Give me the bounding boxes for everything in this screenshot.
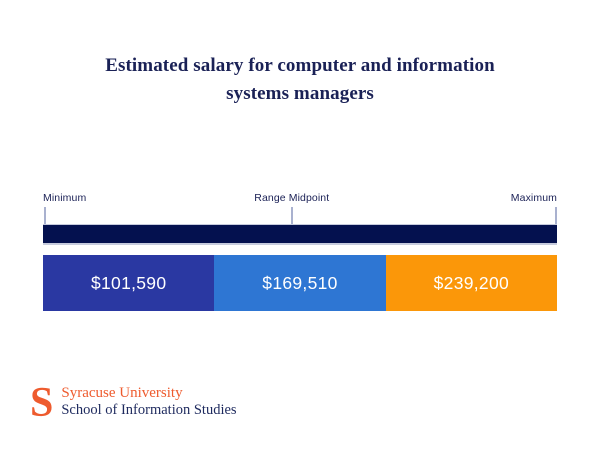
- segment-midpoint: $169,510: [214, 255, 386, 311]
- axis-label-midpoint: Range Midpoint: [254, 192, 330, 204]
- salary-range-chart: Minimum Range Midpoint Maximum $101,590 …: [43, 192, 557, 311]
- value-minimum: $101,590: [90, 272, 167, 293]
- logo-university-name: Syracuse University: [61, 385, 183, 401]
- axis-label-minimum: Minimum: [43, 192, 87, 204]
- block-s-logo-icon: S: [30, 380, 54, 426]
- axis-labels: Minimum Range Midpoint Maximum: [43, 192, 557, 205]
- logo-text: Syracuse University School of Informatio…: [61, 385, 236, 418]
- salary-range-bar: [43, 224, 557, 245]
- tick-maximum: [555, 207, 557, 224]
- logo-school-name: School of Information Studies: [61, 401, 237, 418]
- tick-minimum: [44, 207, 46, 224]
- salary-segments: $101,590 $169,510 $239,200: [43, 255, 557, 311]
- syracuse-logo: S Syracuse University School of Informat…: [30, 380, 237, 426]
- segment-maximum: $239,200: [385, 255, 557, 311]
- value-midpoint: $169,510: [262, 272, 338, 293]
- value-maximum: $239,200: [433, 272, 510, 293]
- tick-midpoint: [290, 207, 293, 224]
- chart-title: Estimated salary for computer and inform…: [105, 55, 495, 104]
- axis-label-maximum: Maximum: [510, 192, 557, 204]
- tick-row: [43, 205, 557, 224]
- segment-minimum: $101,590: [43, 255, 215, 311]
